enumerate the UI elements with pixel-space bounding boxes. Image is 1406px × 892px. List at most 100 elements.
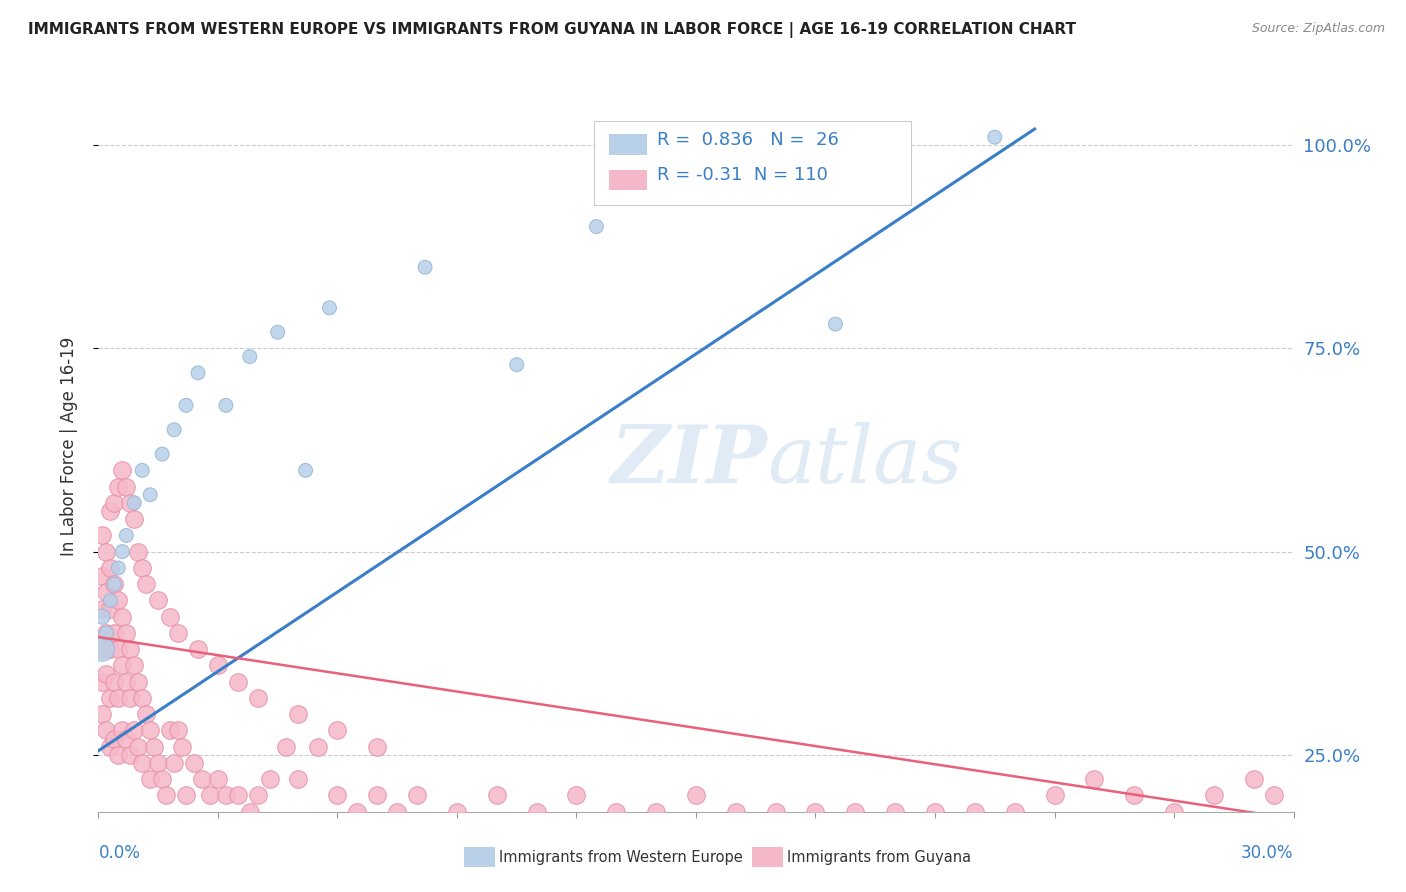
Point [124, 512, 146, 526]
Point [1243, 772, 1265, 787]
Bar [609, 169, 647, 190]
Point [1043, 789, 1066, 803]
Point [226, 789, 249, 803]
Text: R = -0.31  N = 110: R = -0.31 N = 110 [657, 167, 827, 185]
Point [131, 463, 153, 477]
Point [207, 772, 229, 787]
Point [287, 707, 309, 722]
Point [124, 658, 146, 673]
Point [120, 747, 142, 762]
Point [259, 772, 281, 787]
Point [107, 690, 129, 705]
Point [172, 739, 194, 754]
Point [135, 577, 157, 591]
Point [984, 130, 1007, 145]
Point [98, 601, 122, 615]
Point [143, 739, 166, 754]
Point [844, 805, 866, 819]
Point [326, 723, 349, 738]
Point [274, 739, 297, 754]
Point [91, 642, 114, 657]
Text: IMMIGRANTS FROM WESTERN EUROPE VS IMMIGRANTS FROM GUYANA IN LABOR FORCE | AGE 16: IMMIGRANTS FROM WESTERN EUROPE VS IMMIGR… [28, 22, 1076, 38]
Point [163, 756, 186, 770]
Point [96, 723, 118, 738]
Point [127, 739, 149, 754]
Point [98, 690, 122, 705]
Point [155, 789, 177, 803]
Bar [609, 135, 647, 155]
Point [163, 423, 186, 437]
Text: atlas: atlas [768, 422, 963, 500]
Point [215, 789, 238, 803]
Point [111, 463, 134, 477]
Point [150, 772, 173, 787]
Point [159, 609, 181, 624]
Point [884, 805, 907, 819]
Point [91, 642, 114, 657]
Point [98, 642, 122, 657]
Point [191, 772, 214, 787]
Point [167, 626, 190, 640]
Point [91, 609, 114, 624]
Point [385, 805, 409, 819]
Point [326, 789, 349, 803]
Text: ZIP: ZIP [610, 422, 768, 500]
Text: Source: ZipAtlas.com: Source: ZipAtlas.com [1251, 22, 1385, 36]
Point [131, 756, 153, 770]
Point [1083, 772, 1105, 787]
Point [91, 601, 114, 615]
Point [287, 772, 309, 787]
Point [246, 690, 269, 705]
Text: 0.0%: 0.0% [98, 844, 141, 863]
Point [96, 626, 118, 640]
Point [346, 805, 368, 819]
Point [115, 480, 138, 494]
Point [1202, 789, 1225, 803]
Point [131, 561, 153, 575]
Point [307, 739, 329, 754]
Point [111, 609, 134, 624]
Point [215, 398, 238, 412]
Point [804, 805, 827, 819]
Point [127, 544, 149, 558]
Point [103, 577, 125, 591]
Point [103, 674, 125, 689]
Point [91, 674, 114, 689]
Text: 30.0%: 30.0% [1241, 844, 1294, 863]
Point [103, 731, 125, 746]
Point [246, 789, 269, 803]
Point [111, 723, 134, 738]
Point [239, 350, 262, 364]
Point [406, 789, 429, 803]
Point [91, 569, 114, 583]
Point [148, 756, 170, 770]
Point [366, 739, 388, 754]
Point [103, 626, 125, 640]
Point [963, 805, 986, 819]
Point [107, 747, 129, 762]
Point [1263, 789, 1285, 803]
Point [366, 789, 388, 803]
Point [318, 301, 340, 315]
Point [124, 496, 146, 510]
Point [924, 805, 946, 819]
Point [115, 626, 138, 640]
Point [111, 544, 134, 558]
Point [704, 178, 727, 193]
Point [103, 496, 125, 510]
Point [1163, 805, 1185, 819]
Point [120, 642, 142, 657]
Point [148, 593, 170, 607]
Point [485, 789, 508, 803]
Point [645, 805, 668, 819]
Point [413, 260, 436, 275]
Point [115, 528, 138, 542]
Point [239, 805, 262, 819]
Point [824, 317, 846, 331]
Point [139, 772, 162, 787]
Point [685, 789, 707, 803]
Point [98, 739, 122, 754]
Point [724, 805, 747, 819]
Point [139, 488, 162, 502]
Point [226, 674, 249, 689]
